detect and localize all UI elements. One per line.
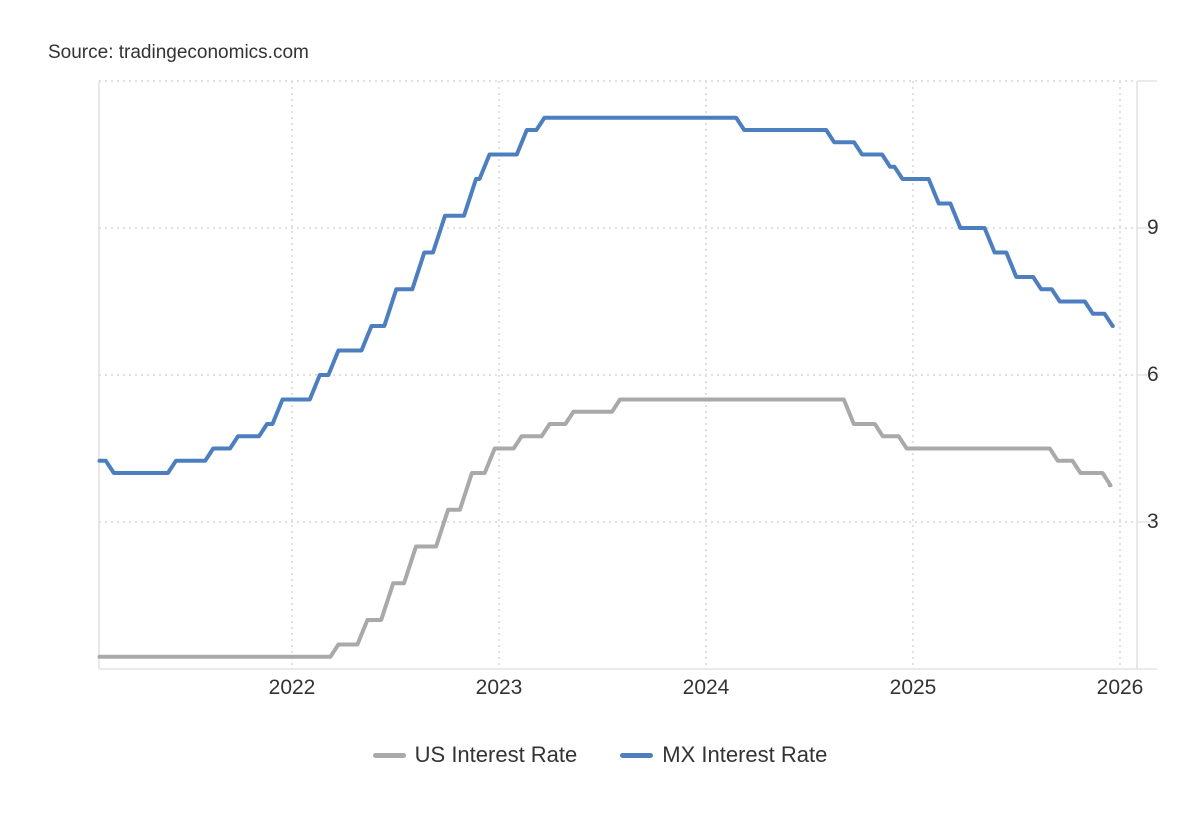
us-interest-rate-line <box>97 397 1113 659</box>
source-label: Source: tradingeconomics.com <box>48 42 309 63</box>
legend: US Interest Rate MX Interest Rate <box>0 741 1200 769</box>
x-axis-label-2025: 2025 <box>889 676 937 699</box>
mx-interest-rate-line <box>97 115 1115 475</box>
legend-item-us[interactable]: US Interest Rate <box>372 741 578 769</box>
mx-series-swatch <box>620 752 654 758</box>
y-axis-label-9: 9 <box>1147 216 1159 239</box>
x-axis-label-2022: 2022 <box>268 676 316 699</box>
legend-item-mx[interactable]: MX Interest Rate <box>620 741 827 769</box>
chart-canvas <box>97 80 1157 670</box>
x-axis-label-2023: 2023 <box>475 676 523 699</box>
v-gridlines <box>291 81 1121 669</box>
axis-lines <box>98 80 1157 670</box>
y-axis-label-3: 3 <box>1147 510 1159 533</box>
legend-label-mx: MX Interest Rate <box>662 742 828 767</box>
y-axis-label-6: 6 <box>1147 363 1159 386</box>
h-gridlines <box>99 80 1137 523</box>
legend-label-us: US Interest Rate <box>414 742 578 767</box>
x-axis-label-2026: 2026 <box>1096 676 1144 699</box>
x-axis-label-2024: 2024 <box>682 676 730 699</box>
us-series-swatch <box>372 752 406 758</box>
